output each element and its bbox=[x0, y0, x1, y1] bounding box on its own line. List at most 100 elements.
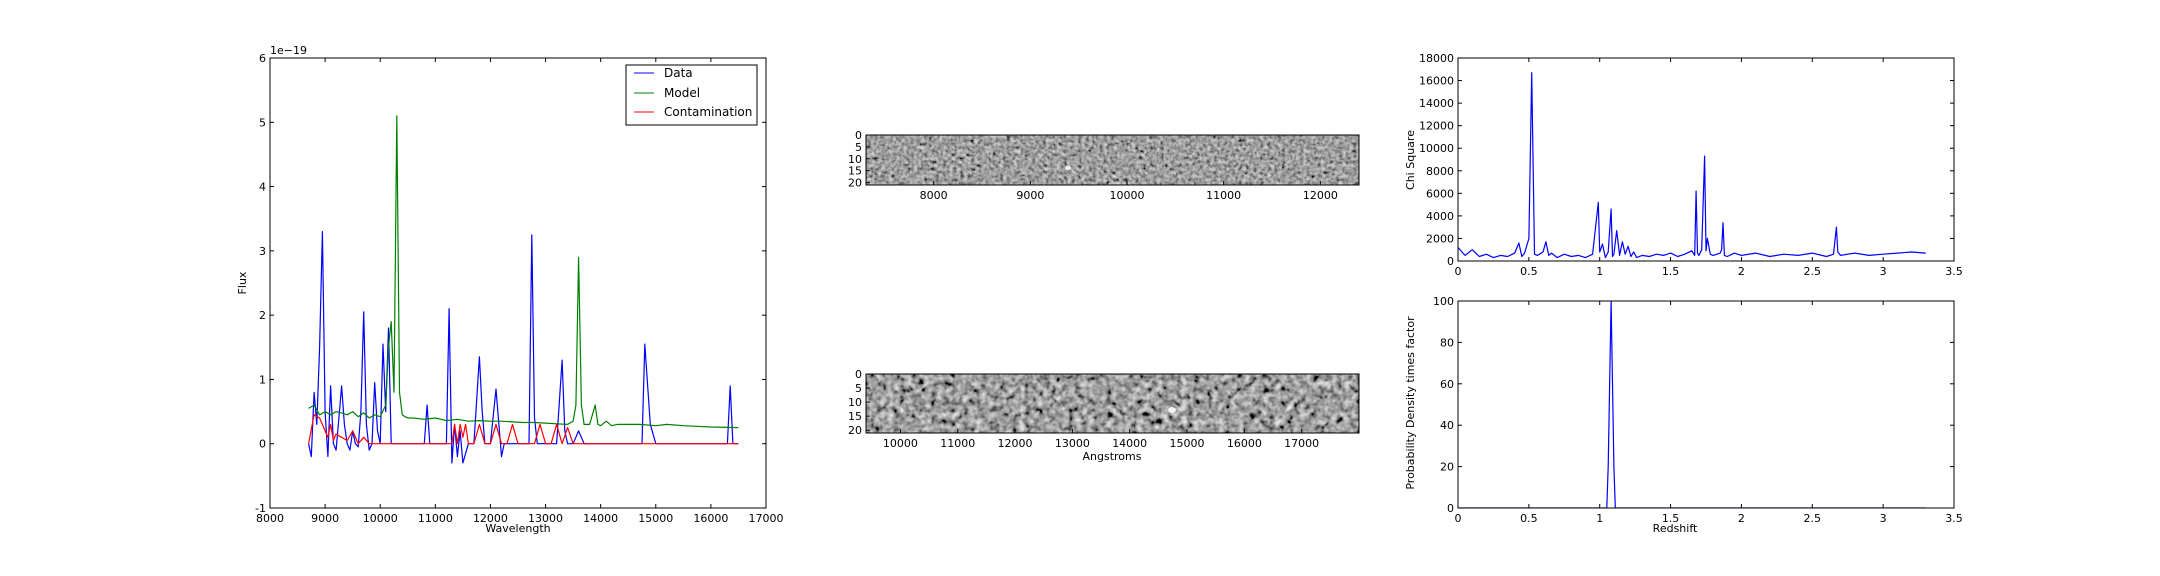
spectrum-plot: 8000 9000 10000 11000 12000 13000 14000 15000 16… bbox=[255, 52, 783, 525]
chi-square-y-tick-label: 8000 bbox=[1426, 165, 1454, 178]
chi-square-x-tick-label: 3.5 bbox=[1945, 265, 1963, 278]
spectrum-y-tick-label: 5 bbox=[259, 116, 266, 129]
image-bottom-y-tick-label: 15 bbox=[848, 410, 862, 423]
spectrum-y-tick-label: -1 bbox=[255, 502, 266, 515]
image-bottom-x-tick-label: 11000 bbox=[940, 437, 975, 450]
spectrum-image-top-noise bbox=[866, 135, 1359, 185]
probability-y-tick-label: 100 bbox=[1433, 295, 1454, 308]
image-top-y-tick-label: 20 bbox=[848, 177, 862, 190]
spectrum-y-tick-label: 2 bbox=[259, 309, 266, 322]
spectrum-x-tick-label: 9000 bbox=[311, 512, 339, 525]
chi-square-y-tick-label: 18000 bbox=[1419, 52, 1454, 65]
chi-square-x-tick-label: 1.5 bbox=[1662, 265, 1680, 278]
chi-square-x-tick-label: 2 bbox=[1738, 265, 1745, 278]
chi-square-y-tick-label: 0 bbox=[1447, 255, 1454, 268]
chi-square-y-tick-label: 2000 bbox=[1426, 232, 1454, 245]
spectrum-image-bottom-noise bbox=[866, 374, 1359, 433]
probability-x-tick-label: 1 bbox=[1596, 512, 1603, 525]
spectrum-frame bbox=[269, 57, 767, 509]
spectrum-legend: Data Model Contamination bbox=[625, 64, 758, 126]
image-bottom-x-tick-label: 10000 bbox=[883, 437, 918, 450]
probability-x-tick-label: 3.5 bbox=[1945, 512, 1963, 525]
image-bottom-x-tick-label: 16000 bbox=[1227, 437, 1262, 450]
chi-square-y-tick-label: 4000 bbox=[1426, 210, 1454, 223]
spectrum-image-bottom-bright-spot bbox=[1168, 407, 1176, 413]
spectrum-series-contamination bbox=[308, 414, 739, 445]
legend-label-contamination: Contamination bbox=[664, 105, 752, 119]
spectrum-y-tick-label: 3 bbox=[259, 245, 266, 258]
spectrum-y-tick-label: 4 bbox=[259, 181, 266, 194]
spectrum-image-top-bright-spot bbox=[1065, 166, 1071, 170]
chi-square-plot: 0 0.5 1 1.5 2 2.5 3 3.5 0 2000 4000 6000 8000 10000 12… bbox=[1419, 52, 1963, 278]
spectrum-x-tick-label: 14000 bbox=[583, 512, 618, 525]
image-bottom-y-tick-label: 0 bbox=[855, 368, 862, 381]
image-top-x-tick-label: 11000 bbox=[1206, 189, 1241, 202]
probability-y-tick-label: 40 bbox=[1440, 419, 1454, 432]
image-top-y-tick-label: 10 bbox=[848, 153, 862, 166]
image-bottom-y-tick-label: 5 bbox=[855, 382, 862, 395]
spectrum-offset-label: 1e−19 bbox=[270, 44, 307, 57]
probability-y-tick-label: 20 bbox=[1440, 461, 1454, 474]
spectrum-x-tick-label: 10000 bbox=[363, 512, 398, 525]
image-x-axis-label: Angstroms bbox=[1083, 450, 1142, 463]
image-bottom-x-tick-label: 17000 bbox=[1284, 437, 1319, 450]
image-bottom-frame bbox=[865, 373, 1360, 434]
probability-x-tick-label: 0 bbox=[1455, 512, 1462, 525]
probability-y-axis-label: Probability Density times factor bbox=[1404, 316, 1417, 490]
spectrum-x-tick-label: 17000 bbox=[749, 512, 784, 525]
chi-square-x-tick-label: 0 bbox=[1455, 265, 1462, 278]
probability-y-tick-label: 0 bbox=[1447, 502, 1454, 515]
image-top-y-tick-label: 15 bbox=[848, 165, 862, 178]
image-bottom-x-tick-label: 13000 bbox=[1055, 437, 1090, 450]
spectrum-y-tick-label: 0 bbox=[259, 438, 266, 451]
spectrum-x-tick-label: 12000 bbox=[473, 512, 508, 525]
chi-square-x-tick-label: 0.5 bbox=[1520, 265, 1538, 278]
image-top-x-tick-label: 10000 bbox=[1110, 189, 1145, 202]
image-bottom-y-tick-label: 10 bbox=[848, 396, 862, 409]
legend-label-model: Model bbox=[664, 86, 700, 100]
image-top-y-tick-label: 0 bbox=[855, 129, 862, 142]
legend-label-data: Data bbox=[664, 66, 693, 80]
legend-box bbox=[625, 64, 758, 126]
spectrum-image-bottom-axes: 10000 11000 12000 13000 14000 15000 16000 17000… bbox=[848, 368, 1360, 450]
spectrum-series-model bbox=[308, 115, 739, 429]
spectrum-x-tick-label: 13000 bbox=[528, 512, 563, 525]
probability-density-plot: 0 0.5 1 1.5 2 2.5 3 3.5 0 20 40 60 80 100 bbox=[1433, 295, 1963, 525]
spectrum-series-data bbox=[308, 231, 739, 464]
spectrum-x-tick-label: 11000 bbox=[418, 512, 453, 525]
chi-square-y-axis-label: Chi Square bbox=[1404, 130, 1417, 190]
image-bottom-y-tick-label: 20 bbox=[848, 424, 862, 437]
chi-square-x-tick-label: 1 bbox=[1596, 265, 1603, 278]
image-bottom-x-tick-label: 15000 bbox=[1170, 437, 1205, 450]
chi-square-frame bbox=[1457, 57, 1955, 262]
spectrum-image-top bbox=[866, 135, 1359, 185]
image-top-x-tick-label: 12000 bbox=[1303, 189, 1338, 202]
chi-square-y-tick-label: 10000 bbox=[1419, 142, 1454, 155]
spectrum-x-tick-label: 16000 bbox=[693, 512, 728, 525]
spectrum-image-bottom bbox=[866, 374, 1359, 433]
chi-square-x-tick-label: 2.5 bbox=[1804, 265, 1822, 278]
spectrum-x-axis-label: Wavelength bbox=[485, 522, 550, 535]
probability-x-tick-label: 3 bbox=[1880, 512, 1887, 525]
probability-frame bbox=[1457, 300, 1955, 509]
probability-x-tick-label: 2 bbox=[1738, 512, 1745, 525]
probability-series-series-0 bbox=[1458, 301, 1926, 508]
image-bottom-x-tick-label: 12000 bbox=[998, 437, 1033, 450]
probability-y-tick-label: 80 bbox=[1440, 336, 1454, 349]
chi-square-y-tick-label: 16000 bbox=[1419, 75, 1454, 88]
spectrum-x-tick-label: 8000 bbox=[256, 512, 284, 525]
image-bottom-x-tick-label: 14000 bbox=[1112, 437, 1147, 450]
spectrum-y-tick-label: 1 bbox=[259, 373, 266, 386]
spectrum-y-tick-label: 6 bbox=[259, 52, 266, 65]
image-top-x-tick-label: 9000 bbox=[1016, 189, 1044, 202]
spectrum-x-tick-label: 15000 bbox=[638, 512, 673, 525]
chi-square-series-series-0 bbox=[1458, 72, 1926, 259]
image-top-x-tick-label: 8000 bbox=[920, 189, 948, 202]
chi-square-y-tick-label: 14000 bbox=[1419, 97, 1454, 110]
probability-x-tick-label: 1.5 bbox=[1662, 512, 1680, 525]
chi-square-y-tick-label: 6000 bbox=[1426, 187, 1454, 200]
image-top-y-tick-label: 5 bbox=[855, 141, 862, 154]
probability-x-axis-label: Redshift bbox=[1653, 522, 1698, 535]
